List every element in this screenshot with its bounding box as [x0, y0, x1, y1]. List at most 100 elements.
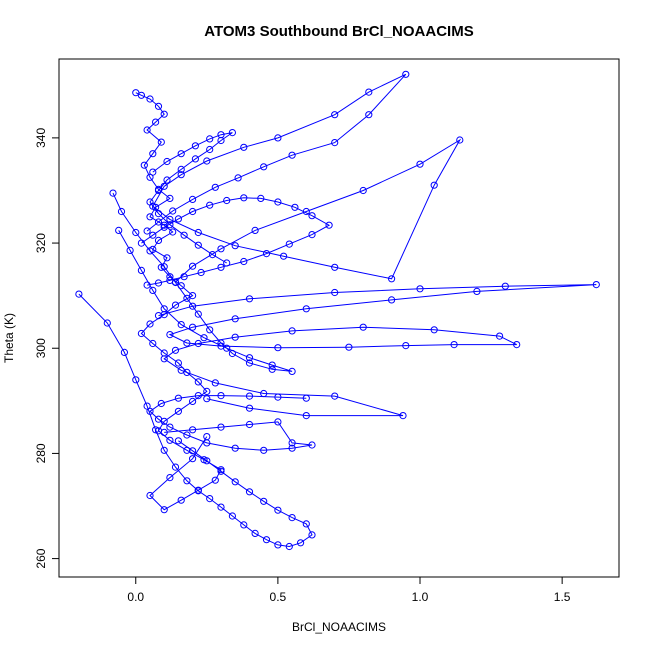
series-7 — [137, 194, 333, 289]
data-point — [274, 541, 282, 549]
data-point — [308, 212, 316, 220]
data-point — [174, 394, 182, 402]
data-point — [331, 111, 339, 119]
data-point — [297, 539, 305, 547]
y-tick-label: 340 — [34, 128, 48, 148]
data-point — [140, 161, 148, 169]
data-point — [169, 207, 177, 215]
data-point — [473, 287, 481, 295]
data-point — [288, 327, 296, 335]
data-point — [180, 231, 188, 239]
data-point — [331, 263, 339, 271]
data-point — [154, 312, 163, 320]
data-point — [143, 281, 151, 289]
data-point — [217, 339, 225, 347]
data-point — [325, 221, 333, 229]
data-point — [302, 520, 310, 528]
data-point — [103, 319, 111, 327]
data-point — [152, 426, 160, 434]
data-point — [126, 246, 134, 254]
data-point — [177, 165, 185, 173]
data-point — [154, 279, 163, 287]
data-point — [166, 474, 174, 482]
series-6 — [109, 189, 296, 375]
data-point — [274, 418, 282, 426]
data-point — [345, 343, 353, 351]
data-point — [211, 476, 219, 484]
data-point — [388, 275, 396, 283]
data-point — [203, 457, 211, 465]
data-point — [132, 89, 140, 97]
data-point — [183, 339, 191, 347]
data-point — [280, 252, 288, 260]
chart-title: ATOM3 Southbound BrCl_NOAACIMS — [204, 23, 473, 40]
data-point — [592, 281, 600, 289]
data-point — [194, 228, 202, 237]
data-point — [194, 241, 202, 249]
data-point — [285, 240, 293, 248]
data-point — [189, 302, 197, 310]
data-point — [268, 365, 276, 373]
data-point — [149, 168, 157, 176]
data-point — [154, 236, 163, 244]
data-point — [109, 189, 117, 197]
data-point — [189, 447, 197, 455]
data-point — [154, 415, 163, 423]
data-point — [157, 138, 165, 146]
data-point — [416, 285, 424, 293]
series-line — [158, 284, 597, 417]
data-point — [262, 250, 271, 258]
data-point — [450, 341, 458, 349]
data-point — [189, 262, 197, 270]
data-point — [149, 231, 157, 239]
data-point — [206, 326, 214, 334]
data-point — [171, 346, 180, 354]
data-point — [240, 257, 248, 266]
data-point — [308, 231, 316, 239]
data-point — [291, 203, 299, 211]
data-point — [245, 354, 254, 362]
x-tick-label: 0.0 — [127, 590, 144, 604]
series-8 — [146, 129, 236, 267]
data-point — [166, 436, 174, 444]
data-point — [211, 379, 219, 387]
data-point — [166, 273, 174, 281]
data-point — [245, 359, 254, 367]
data-point — [189, 426, 197, 434]
data-point — [194, 310, 202, 318]
x-tick-label: 0.5 — [270, 590, 287, 604]
data-point — [331, 392, 339, 400]
data-point — [183, 294, 191, 302]
data-point — [166, 194, 174, 202]
series-5 — [146, 392, 316, 454]
data-point — [285, 542, 293, 551]
data-point — [163, 254, 171, 262]
data-point — [231, 478, 239, 486]
data-point — [416, 160, 424, 168]
data-point — [160, 355, 168, 363]
data-point — [217, 136, 225, 145]
data-point — [160, 263, 168, 271]
data-point — [149, 286, 157, 294]
data-point — [251, 529, 259, 538]
data-point — [245, 392, 254, 400]
y-tick-label: 320 — [34, 233, 48, 253]
data-point — [163, 157, 171, 166]
data-point — [137, 329, 145, 338]
data-point — [234, 174, 242, 182]
data-point — [308, 441, 316, 449]
data-point — [154, 102, 163, 110]
data-point — [183, 431, 191, 439]
data-point — [152, 118, 160, 126]
data-point — [166, 331, 174, 339]
x-tick-label: 1.0 — [412, 590, 429, 604]
data-point — [154, 186, 163, 195]
data-point — [430, 326, 438, 334]
data-point — [194, 487, 202, 495]
data-point — [206, 145, 214, 154]
data-point — [194, 392, 202, 400]
data-point — [456, 136, 464, 144]
data-point — [399, 412, 407, 420]
